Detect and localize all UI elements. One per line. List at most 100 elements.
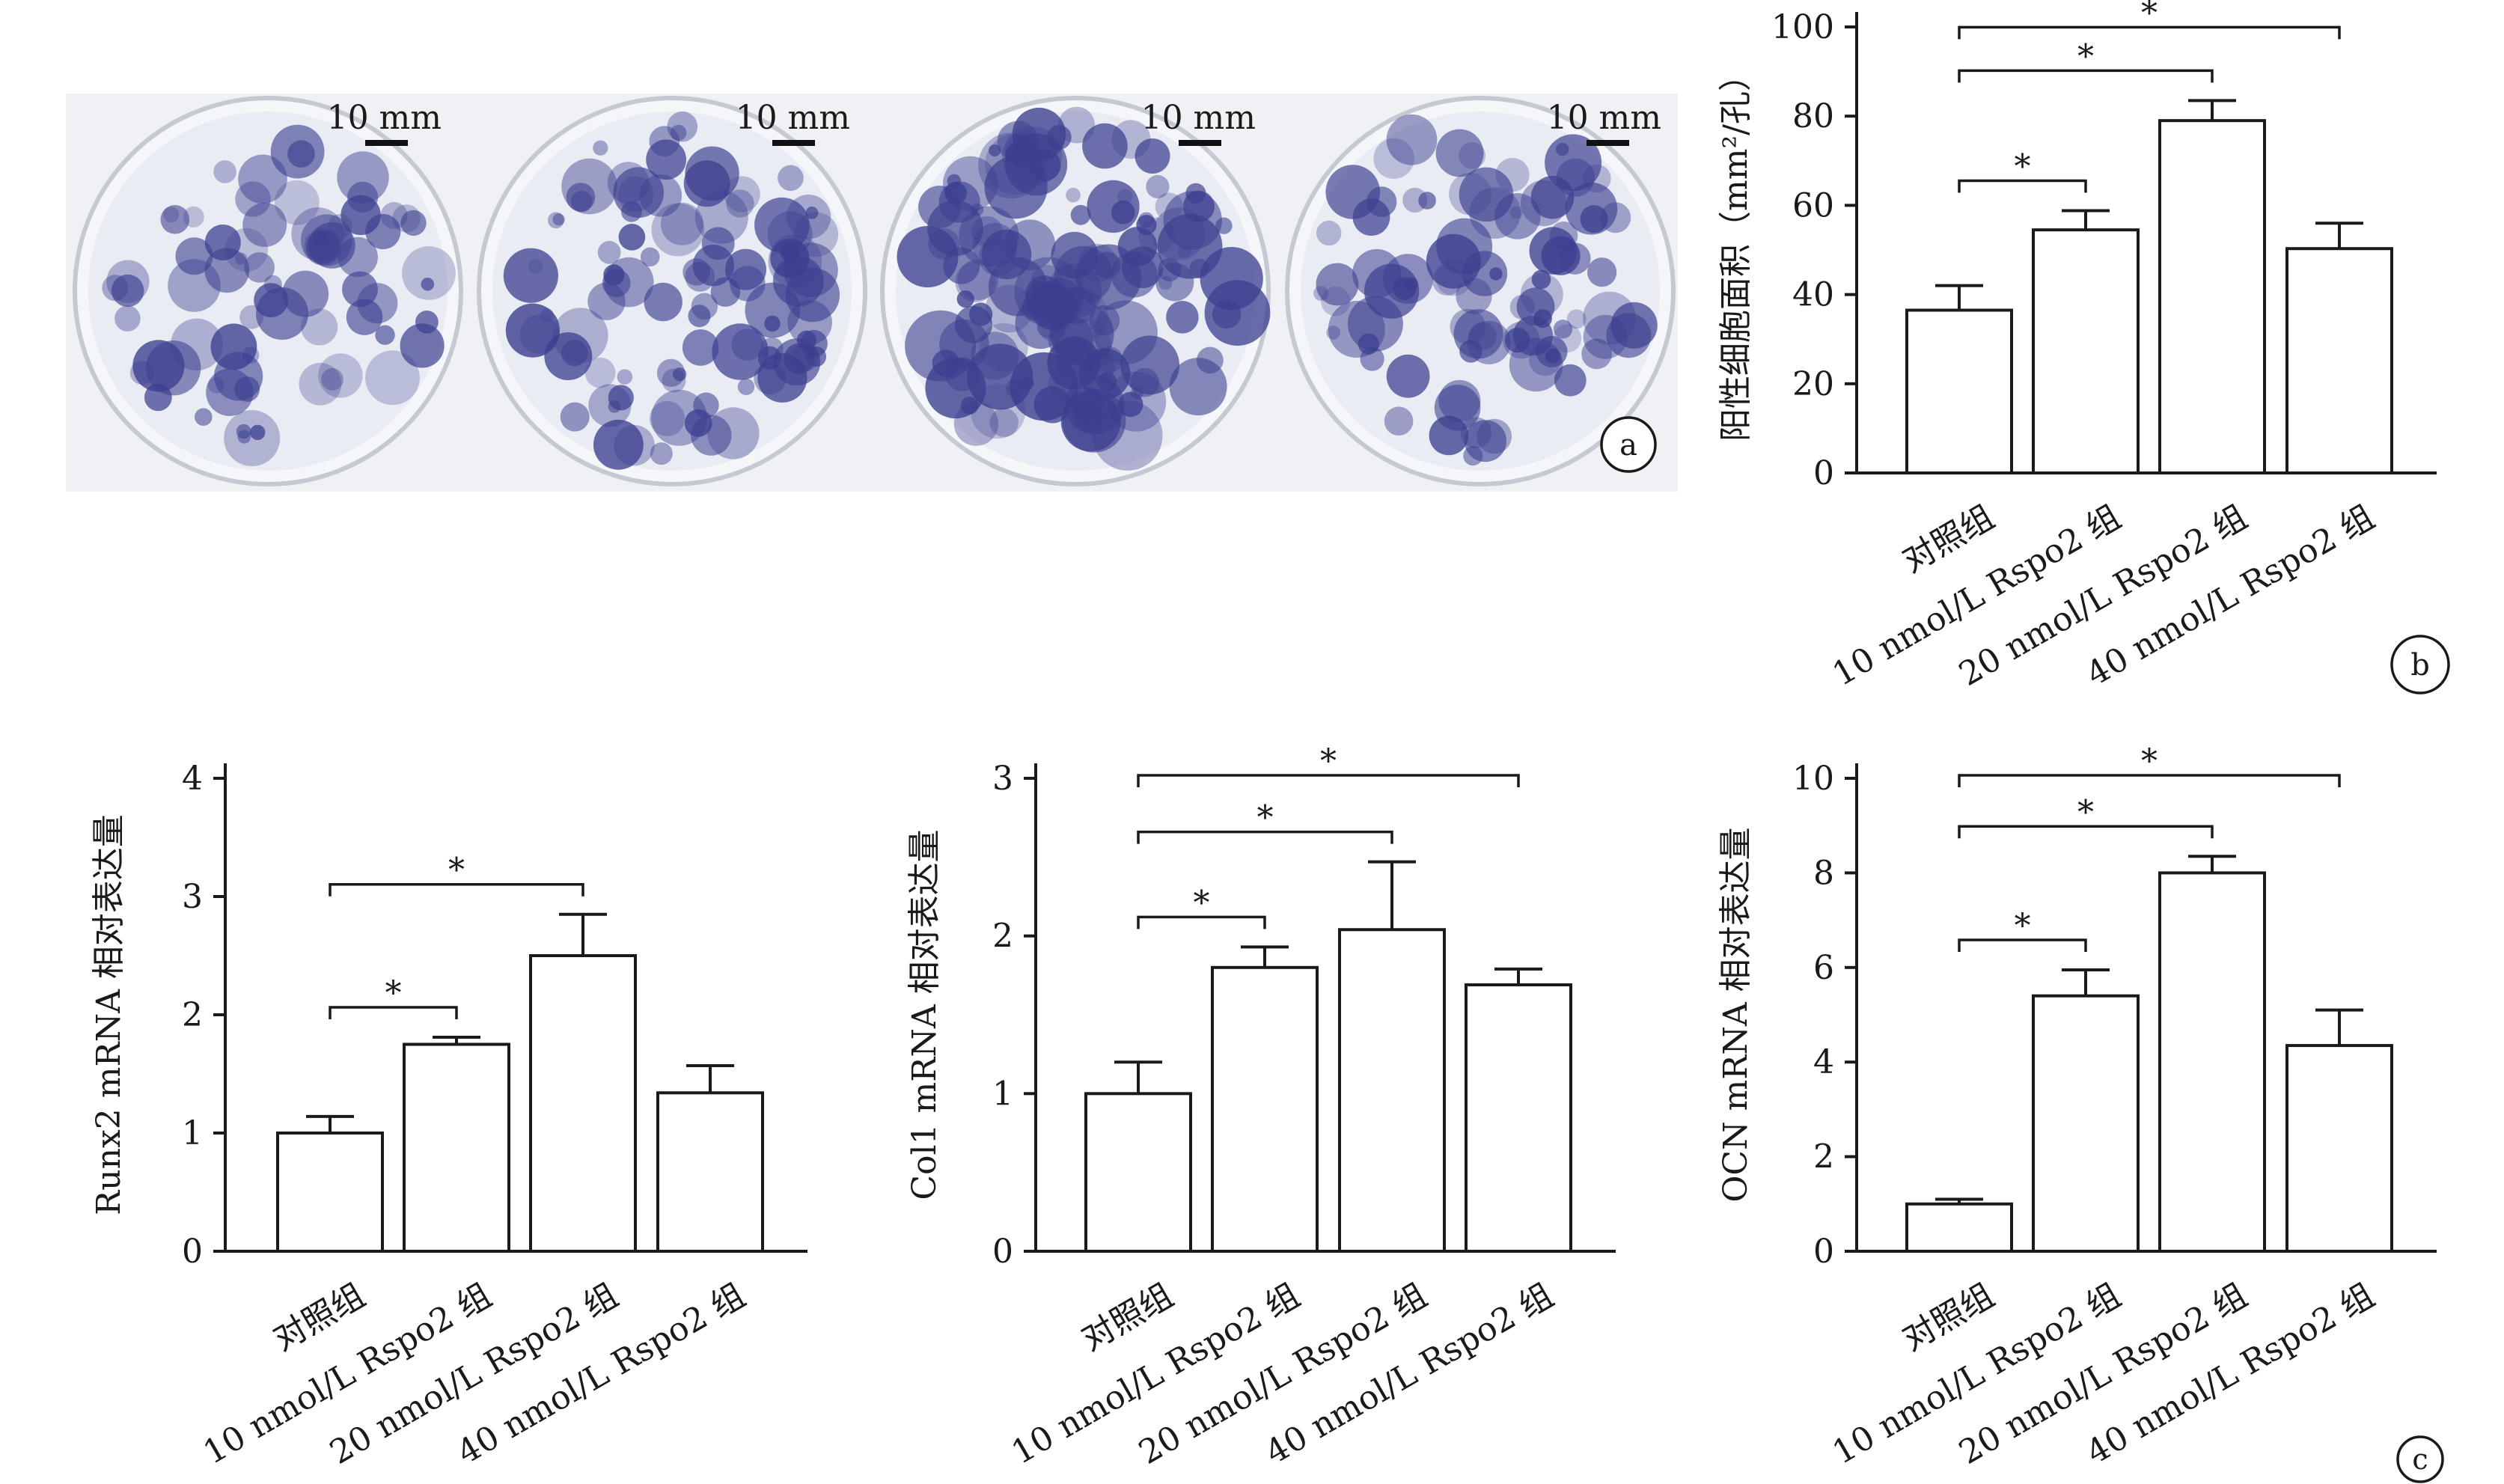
stain-spot — [1553, 320, 1573, 339]
significance-star: * — [2015, 907, 2031, 945]
stain-spot — [660, 202, 703, 245]
stain-spot — [1373, 138, 1414, 179]
stain-spot — [726, 189, 754, 218]
stain-spot — [421, 278, 435, 291]
bar — [276, 1132, 384, 1253]
stain-spot — [778, 165, 804, 192]
y-axis-label: Col1 mRNA 相对表达量 — [906, 829, 944, 1200]
bar — [1338, 928, 1446, 1253]
stain-spot — [1030, 284, 1077, 331]
bar — [403, 1042, 510, 1253]
stain-spot — [183, 206, 204, 228]
significance-star: * — [1194, 884, 1210, 922]
significance-star: * — [2077, 37, 2094, 76]
significance-star: * — [385, 974, 402, 1013]
stain-spot — [617, 176, 654, 213]
stain-spot — [1122, 246, 1164, 289]
panel-label-b: b — [2390, 635, 2450, 694]
stain-spot — [984, 156, 1048, 219]
stain-spot — [671, 124, 687, 141]
y-axis-label: 阳性细胞面积（mm²/孔） — [1717, 58, 1755, 442]
y-tick-label: 6 — [1813, 949, 1834, 987]
stain-spot — [1326, 326, 1341, 340]
stain-spot — [691, 293, 718, 320]
stain-spot — [544, 332, 593, 380]
significance-bracket — [1958, 25, 2341, 40]
stain-spot — [770, 238, 810, 278]
stain-spot — [1520, 273, 1563, 317]
stain-spot — [1516, 287, 1555, 326]
stain-spot — [1582, 164, 1611, 193]
stain-spot — [1386, 354, 1430, 398]
stain-spot — [584, 357, 616, 388]
significance-star: * — [1257, 799, 1274, 837]
scale-label: 10 mm — [327, 99, 442, 137]
stain-colonies — [102, 124, 456, 466]
significance-star: * — [2015, 148, 2031, 186]
stain-spot — [646, 139, 686, 180]
stain-spot — [967, 343, 1033, 410]
stain-spot — [347, 181, 379, 213]
stain-spot — [402, 246, 456, 300]
significance-bracket — [1958, 69, 2214, 83]
stain-spot — [1610, 302, 1658, 349]
stain-spot — [114, 305, 141, 332]
scale-label: 10 mm — [736, 99, 850, 137]
stain-spot — [662, 368, 686, 393]
stain-spot — [1004, 219, 1056, 271]
stain-spot — [400, 323, 445, 368]
stain-spot — [650, 400, 685, 436]
culture-dish-40nmol: 10 mm — [1285, 96, 1676, 486]
stain-spot — [639, 174, 683, 217]
stain-spot — [1212, 299, 1242, 329]
stain-spot — [1316, 263, 1359, 306]
stain-spot — [1436, 218, 1493, 275]
stain-spot — [617, 369, 633, 385]
significance-star: * — [2141, 0, 2158, 32]
stain-spot — [1386, 114, 1438, 165]
y-tick-label: 8 — [1813, 854, 1834, 892]
stain-spot — [1136, 215, 1157, 236]
stain-spot — [1020, 376, 1034, 390]
stain-spot — [236, 424, 251, 439]
stain-spot — [805, 207, 819, 219]
y-tick-label: 40 — [1792, 276, 1834, 314]
stain-spot — [796, 330, 816, 350]
significance-bracket — [1958, 825, 2214, 839]
bar — [1905, 1202, 2013, 1254]
stain-spot — [1146, 174, 1170, 199]
panel-label-text: b — [2410, 648, 2430, 683]
stain-spot — [318, 353, 363, 398]
stain-spot — [560, 402, 590, 432]
stain-spot — [712, 323, 769, 380]
stain-spot — [1117, 391, 1143, 418]
stain-spot — [1566, 309, 1587, 329]
significance-bracket — [329, 1006, 458, 1020]
y-tick-label: 0 — [1813, 1233, 1834, 1271]
stain-spot — [306, 230, 341, 264]
stain-spot — [1012, 107, 1066, 162]
stain-spot — [1529, 227, 1577, 275]
stained-dish-photos: 10 mm 10 mm 10 mm 10 mm a — [66, 94, 1678, 492]
stain-spot — [224, 410, 281, 466]
stain-spot — [213, 160, 236, 183]
bar — [2285, 247, 2393, 474]
y-tick-label: 3 — [182, 878, 203, 916]
panel-label-circle — [1600, 416, 1657, 473]
stain-spot — [682, 329, 719, 366]
stain-spot — [768, 234, 822, 288]
y-tick-label: 4 — [1813, 1043, 1834, 1081]
stain-spot — [614, 424, 655, 466]
y-tick-label: 2 — [1813, 1138, 1834, 1176]
stain-spot — [927, 200, 983, 257]
bar — [1211, 965, 1319, 1254]
stain-spot — [242, 346, 260, 364]
stain-spot — [1432, 265, 1463, 296]
significance-star: * — [448, 852, 465, 890]
stain-spot — [548, 212, 564, 229]
stain-spot — [400, 210, 427, 236]
stain-spot — [754, 197, 810, 253]
stain-spot — [757, 352, 807, 403]
